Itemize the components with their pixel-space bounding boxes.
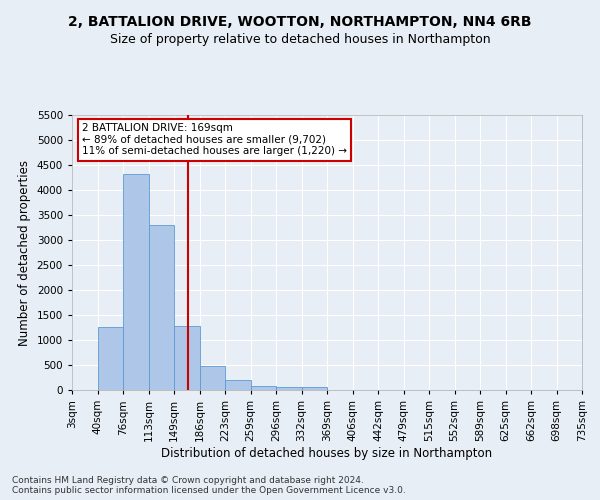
Text: 2, BATTALION DRIVE, WOOTTON, NORTHAMPTON, NN4 6RB: 2, BATTALION DRIVE, WOOTTON, NORTHAMPTON… (68, 15, 532, 29)
Y-axis label: Number of detached properties: Number of detached properties (18, 160, 31, 346)
Bar (123, 174, 149, 390)
Bar (251, 386, 276, 390)
Text: Size of property relative to detached houses in Northampton: Size of property relative to detached ho… (110, 32, 490, 46)
Bar (302, 387, 327, 390)
Text: 2 BATTALION DRIVE: 169sqm
← 89% of detached houses are smaller (9,702)
11% of se: 2 BATTALION DRIVE: 169sqm ← 89% of detac… (82, 123, 347, 156)
X-axis label: Distribution of detached houses by size in Northampton: Distribution of detached houses by size … (161, 446, 493, 460)
Bar (174, 326, 199, 390)
Bar (149, 225, 174, 390)
Text: Contains HM Land Registry data © Crown copyright and database right 2024.
Contai: Contains HM Land Registry data © Crown c… (12, 476, 406, 495)
Bar (225, 380, 251, 390)
Bar (276, 387, 302, 390)
Bar (199, 366, 225, 390)
Bar (97, 326, 123, 390)
